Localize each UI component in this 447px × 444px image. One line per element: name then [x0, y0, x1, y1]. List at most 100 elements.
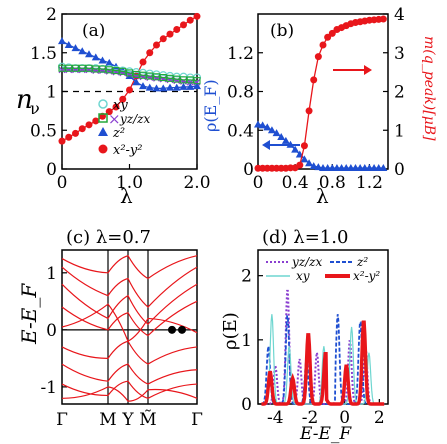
- a-point: [58, 64, 66, 72]
- c-band: [61, 266, 198, 308]
- b-point: [277, 133, 286, 141]
- a-point: [98, 65, 107, 73]
- a-point: [173, 26, 181, 33]
- a-ytick-label: 1.5: [30, 44, 57, 64]
- b-point: [272, 129, 281, 137]
- c-kpoint-label: M: [99, 410, 116, 430]
- a-point: [146, 72, 154, 80]
- c-band: [61, 363, 198, 385]
- panel-b-ylabel-right: m(q_peak)[μB]: [421, 36, 437, 141]
- panel-c-frame: [61, 249, 198, 405]
- legend-xy-label: xy: [113, 98, 128, 113]
- a-point: [105, 58, 114, 66]
- a-point: [119, 69, 127, 77]
- b-point: [328, 29, 336, 37]
- a-point: [193, 77, 201, 85]
- a-point: [153, 41, 160, 49]
- a-ytick-label: 0: [46, 160, 57, 180]
- a-point: [92, 117, 100, 125]
- a-point: [125, 69, 134, 77]
- a-xtick-label: 0: [57, 173, 68, 193]
- a-point: [159, 35, 167, 43]
- arrow-left-blue: [262, 140, 300, 150]
- legend-yzzx-label: yz/zx: [119, 112, 150, 126]
- legend-yzzx-cross: ×: [108, 110, 121, 128]
- panel-d-xlabel: E-E_F: [299, 424, 352, 444]
- a-point: [58, 137, 66, 145]
- b-point: [309, 162, 318, 170]
- a-point: [186, 82, 195, 90]
- b-point: [258, 121, 267, 129]
- a-point: [146, 74, 154, 81]
- c-ytick-label: -1: [40, 378, 57, 398]
- b-xtick-label: 1.2: [356, 173, 383, 193]
- a-point: [186, 16, 194, 24]
- panel-a-ylabel: n: [16, 85, 33, 115]
- a-point: [85, 64, 93, 72]
- b-ytick-right-label: 0: [394, 160, 405, 180]
- panel-a-label: (a): [82, 21, 105, 41]
- a-point: [105, 66, 113, 74]
- panel-c: (c) λ=0.7 E-E_F 1 0 -1 Γ M Y M̃ Γ: [17, 227, 203, 430]
- c-kpoint-label: Γ: [191, 410, 203, 430]
- b-xtick-label: 0: [253, 173, 264, 193]
- a-xtick-label: 2.0: [183, 173, 210, 193]
- legend-xy-d: xy: [296, 269, 310, 283]
- a-point: [119, 67, 127, 75]
- a-point: [193, 82, 201, 90]
- a-point: [139, 82, 147, 90]
- legend-x2y2-d: x²-y²: [353, 269, 380, 283]
- panel-d-legend: yz/zx z² xy x²-y²: [266, 255, 380, 283]
- a-point: [152, 73, 161, 81]
- c-crossing-point: [178, 325, 186, 334]
- a-point: [119, 95, 127, 103]
- a-point: [78, 47, 87, 55]
- a-ytick-label: 1: [46, 83, 57, 103]
- legend-yzzx-d: yz/zx: [291, 255, 322, 269]
- a-point: [112, 68, 120, 76]
- d-ytick-label: 2: [241, 267, 252, 287]
- a-point: [166, 83, 174, 91]
- b-point: [281, 136, 290, 144]
- c-band: [61, 340, 198, 365]
- panel-b-ylabel-left: ρ(E_F): [201, 79, 220, 132]
- a-point: [71, 64, 80, 72]
- a-point: [152, 84, 161, 92]
- panel-a-xlabel: λ: [120, 184, 133, 208]
- a-point: [112, 67, 120, 75]
- a-point: [145, 83, 154, 91]
- legend-z2-marker: [98, 127, 108, 136]
- a-point: [179, 82, 188, 90]
- a-series-line: [62, 67, 198, 82]
- legend-z2-label: z²: [112, 126, 125, 141]
- c-kpoint-label: Γ: [56, 410, 68, 430]
- c-kpoint-label: Y: [121, 410, 134, 430]
- d-ytick-label: 0: [241, 395, 252, 415]
- b-ytick-right-label: 4: [394, 5, 405, 25]
- d-xtick-label: 2: [374, 408, 385, 428]
- a-ytick-label: 2: [46, 5, 57, 25]
- d-series-line: [261, 314, 385, 405]
- c-band: [61, 386, 198, 402]
- legend-xy-marker: [98, 99, 108, 109]
- b-point: [300, 155, 309, 163]
- b-ytick-left-label: 0: [243, 160, 254, 180]
- legend-yzzx-square: [98, 113, 108, 123]
- b-point: [291, 145, 300, 153]
- d-series-line: [261, 320, 385, 406]
- b-point: [254, 120, 262, 128]
- panel-b: (b) ρ(E_F) m(q_peak)[μB] λ 0 0.4 0.8 1.2 0 0.…: [201, 5, 437, 208]
- legend-z2-d: z²: [356, 255, 368, 269]
- a-point: [126, 86, 133, 94]
- c-band: [61, 303, 198, 343]
- a-point: [78, 64, 86, 72]
- panel-b-label: (b): [270, 21, 294, 41]
- a-point: [132, 72, 140, 80]
- a-point: [65, 133, 73, 141]
- a-point: [166, 76, 174, 84]
- d-ytick-label: 1: [241, 331, 252, 351]
- panel-a-legend: xy × yz/zx z² x²-y²: [98, 98, 150, 158]
- b-ytick-left-label: 1.2: [227, 44, 254, 64]
- a-point: [139, 73, 147, 81]
